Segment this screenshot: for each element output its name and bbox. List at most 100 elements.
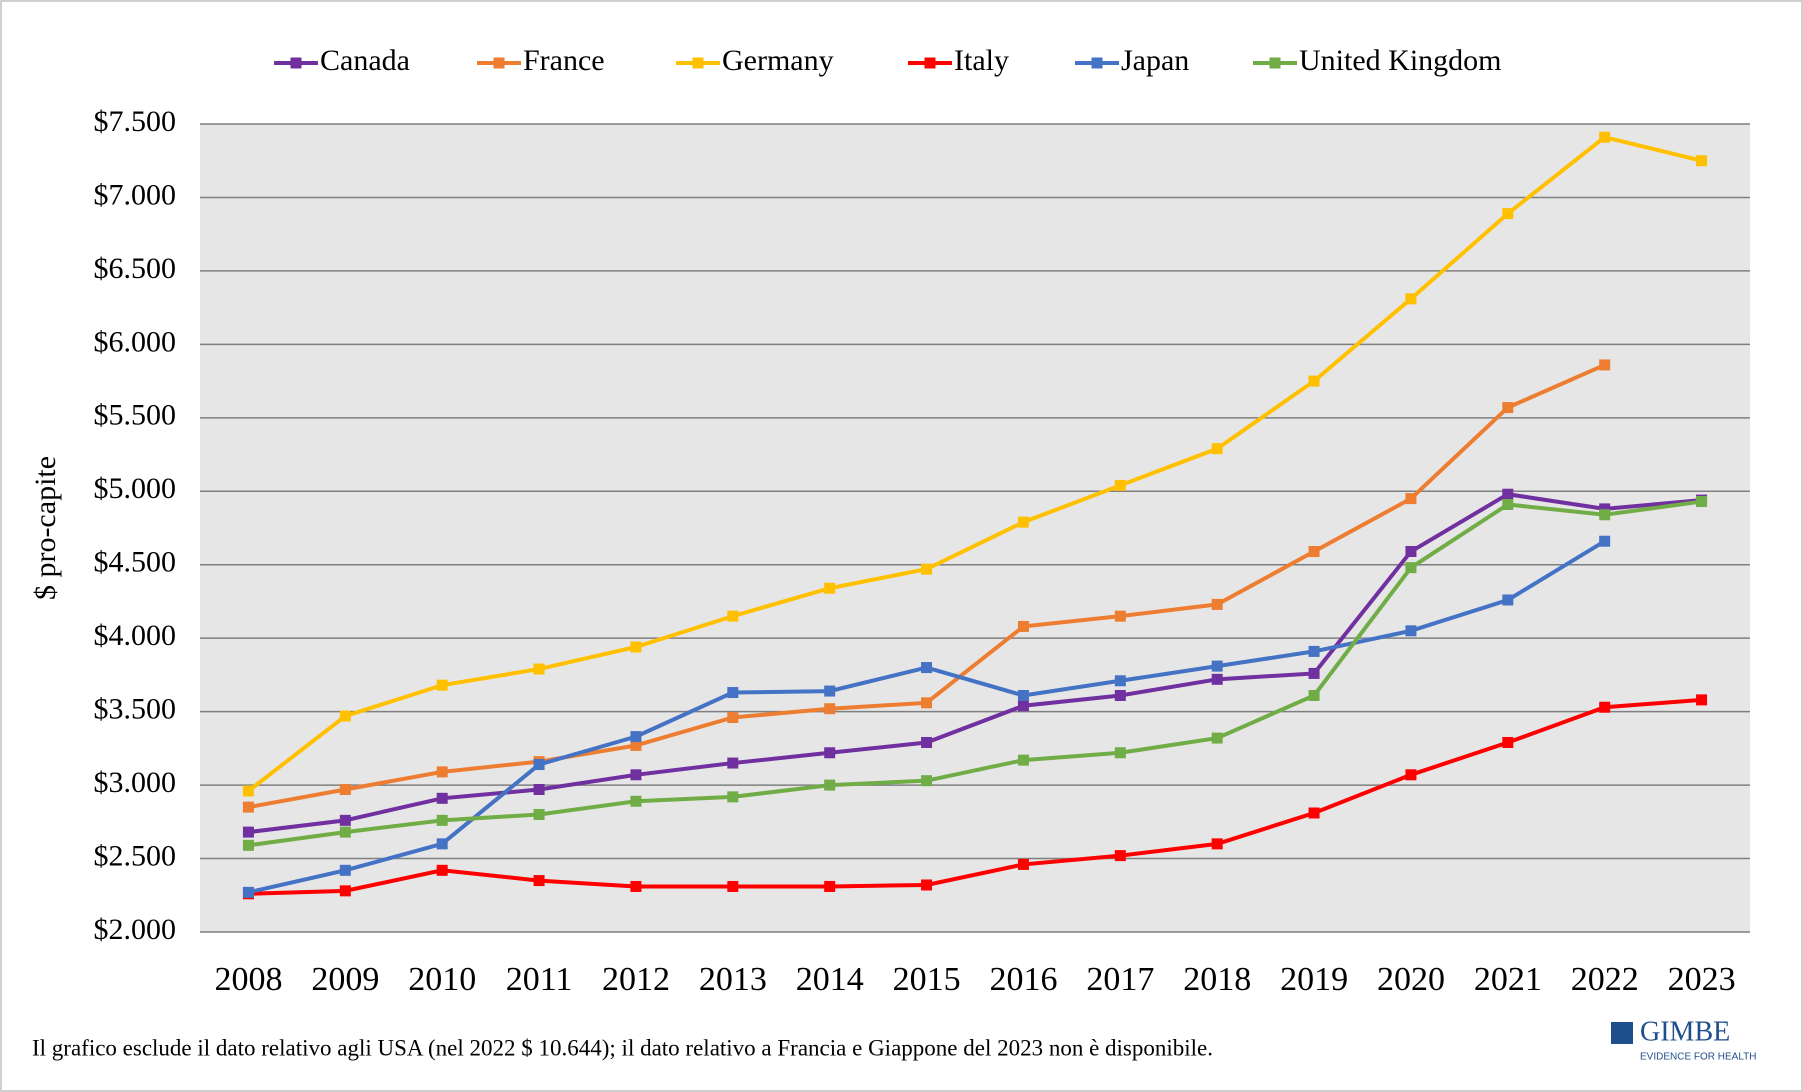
data-point [1211, 443, 1223, 455]
legend-label: Japan [1121, 44, 1189, 77]
data-point [339, 826, 351, 838]
data-point [1502, 402, 1514, 414]
data-point [339, 814, 351, 826]
data-point [1502, 498, 1514, 510]
data-point [1599, 535, 1611, 547]
series-line [248, 697, 1702, 896]
data-point [1211, 838, 1223, 850]
y-tick-label: $2.000 [94, 913, 177, 946]
data-point [1114, 610, 1126, 622]
data-point [921, 775, 933, 787]
data-point [824, 779, 836, 791]
x-tick-label: 2018 [1183, 961, 1251, 998]
data-point [1599, 503, 1611, 515]
data-point [824, 685, 836, 697]
y-tick-label: $2.500 [94, 839, 177, 872]
data-point [1211, 732, 1223, 744]
series-line [248, 492, 1702, 835]
data-point [1308, 807, 1320, 819]
data-point [1114, 850, 1126, 862]
data-point [339, 710, 351, 722]
data-point [242, 886, 254, 898]
y-axis-label: $ pro-capite [29, 456, 62, 600]
legend-marker [924, 57, 936, 69]
data-point [436, 792, 448, 804]
data-point [1308, 645, 1320, 657]
y-tick-label: $6.000 [94, 325, 177, 358]
data-point [630, 731, 642, 743]
data-point [533, 759, 545, 771]
data-point [1502, 594, 1514, 606]
data-point [339, 864, 351, 876]
logo-icon [1611, 1022, 1633, 1044]
x-tick-label: 2017 [1086, 961, 1154, 998]
data-point [1211, 660, 1223, 672]
y-tick-label: $7.500 [94, 105, 177, 138]
data-point [1599, 359, 1611, 371]
data-point [436, 814, 448, 826]
y-tick-label: $4.500 [94, 546, 177, 579]
data-point [1017, 700, 1029, 712]
data-point [921, 662, 933, 674]
data-point [1405, 546, 1417, 558]
data-point [1308, 667, 1320, 679]
data-point [1405, 293, 1417, 305]
legend-marker [1269, 57, 1281, 69]
data-point [630, 795, 642, 807]
data-point [1599, 131, 1611, 143]
x-tick-label: 2008 [214, 961, 282, 998]
data-point [630, 880, 642, 892]
y-tick-label: $4.000 [94, 619, 177, 652]
data-point [1599, 701, 1611, 713]
data-point [436, 838, 448, 850]
x-tick-label: 2014 [796, 961, 864, 998]
data-point [533, 663, 545, 675]
legend-label: Germany [722, 44, 834, 77]
legend-label: Canada [320, 44, 410, 77]
logo-title: GIMBE [1640, 1016, 1730, 1047]
data-point [630, 769, 642, 781]
x-tick-label: 2012 [602, 961, 670, 998]
data-point [1405, 625, 1417, 637]
data-point [1308, 689, 1320, 701]
x-tick-label: 2015 [893, 961, 961, 998]
x-tick-label: 2023 [1668, 961, 1736, 998]
legend-label: Italy [954, 44, 1009, 77]
data-point [1405, 562, 1417, 574]
data-point [727, 687, 739, 699]
data-point [630, 739, 642, 751]
logo-subtitle: EVIDENCE FOR HEALTH [1640, 1052, 1757, 1063]
x-tick-label: 2021 [1474, 961, 1542, 998]
data-point [1502, 736, 1514, 748]
data-point [727, 880, 739, 892]
data-point [727, 791, 739, 803]
data-point [921, 736, 933, 748]
data-point [824, 582, 836, 594]
data-point [1211, 673, 1223, 685]
data-point [533, 808, 545, 820]
x-tick-label: 2011 [506, 961, 573, 998]
data-point [1114, 747, 1126, 759]
y-tick-label: $7.000 [94, 178, 177, 211]
legend-marker [493, 57, 505, 69]
plot-area [200, 124, 1750, 932]
data-point [1696, 496, 1708, 508]
data-point [727, 757, 739, 769]
x-tick-label: 2009 [311, 961, 379, 998]
legend-marker [1091, 57, 1103, 69]
footnote: Il grafico esclude il dato relativo agli… [32, 1035, 1213, 1060]
data-point [921, 879, 933, 891]
data-point [1017, 620, 1029, 632]
data-point [436, 679, 448, 691]
data-point [339, 885, 351, 897]
y-tick-label: $3.500 [94, 693, 177, 726]
legend-marker [692, 57, 704, 69]
legend-label: France [523, 44, 605, 77]
x-tick-label: 2016 [989, 961, 1057, 998]
y-tick-label: $6.500 [94, 252, 177, 285]
data-point [1308, 375, 1320, 387]
x-tick-label: 2019 [1280, 961, 1348, 998]
data-point [1405, 769, 1417, 781]
data-point [1599, 509, 1611, 521]
